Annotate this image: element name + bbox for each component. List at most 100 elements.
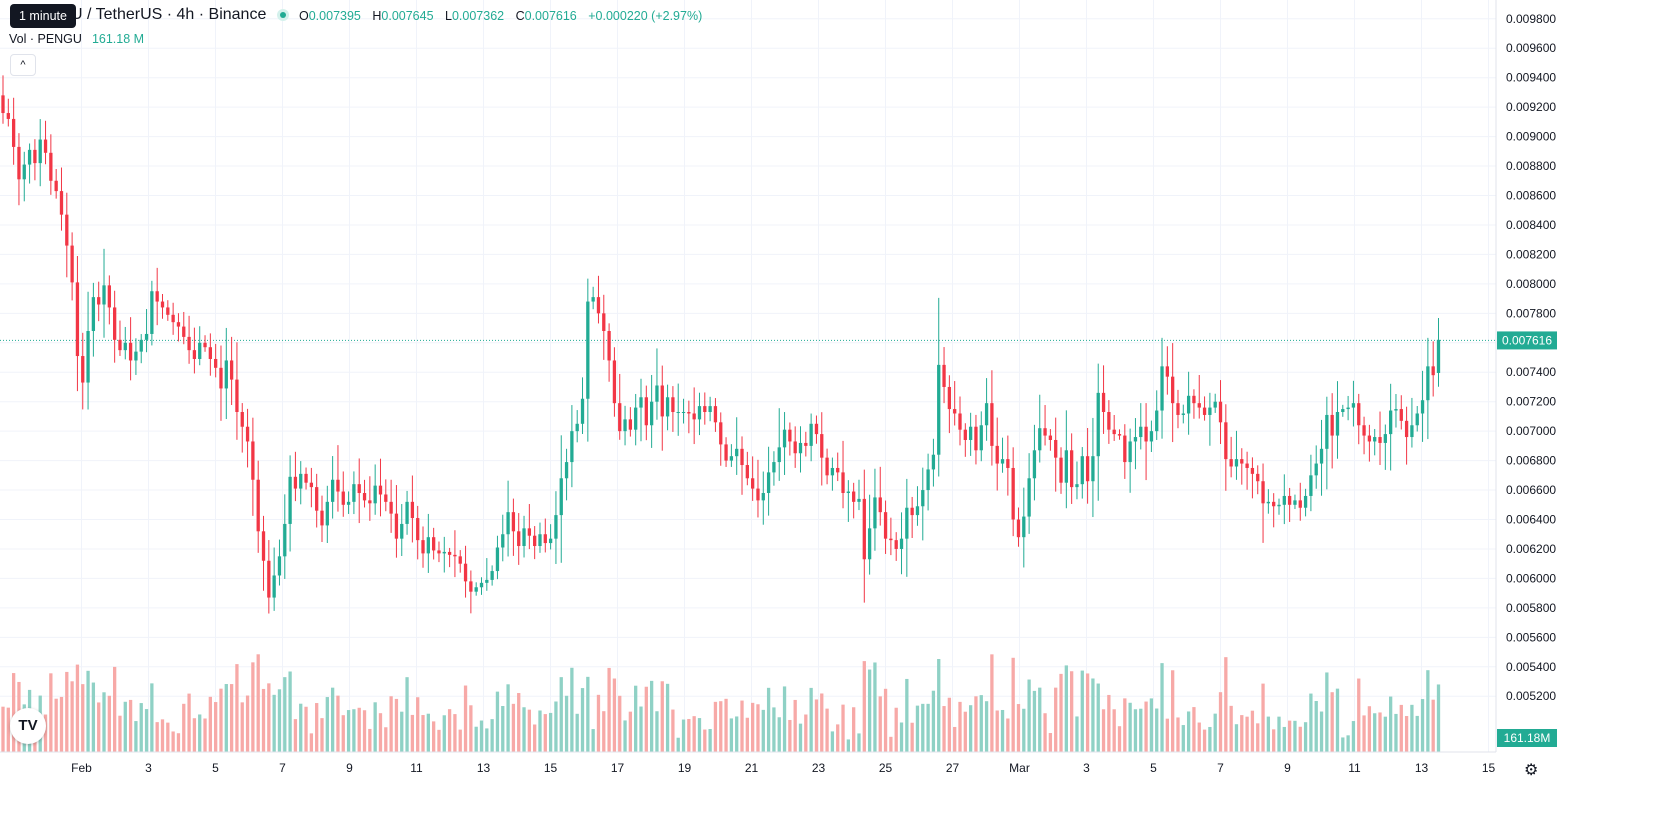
volume-bar <box>1181 725 1185 752</box>
collapse-legend-button[interactable]: ^ <box>10 54 36 76</box>
price-tick-label: 0.006200 <box>1506 542 1556 556</box>
volume-bar <box>1224 657 1228 752</box>
tradingview-logo-icon[interactable]: TV <box>10 708 46 744</box>
candle-body <box>1293 500 1297 505</box>
volume-bar <box>325 697 329 752</box>
volume-bar <box>814 699 819 752</box>
volume-bar <box>1064 665 1068 752</box>
volume-bar <box>1197 722 1201 752</box>
volume-bar <box>1426 670 1430 752</box>
candle-body <box>910 507 914 516</box>
volume-bar <box>134 721 138 752</box>
time-tick-label: 9 <box>346 761 353 775</box>
time-tick-label: 23 <box>812 761 826 775</box>
volume-bar <box>867 669 872 752</box>
volume-bar <box>336 695 340 752</box>
candle-body <box>288 476 292 524</box>
volume-bar <box>54 698 58 752</box>
time-tick-label: Feb <box>71 761 92 775</box>
volume-bar <box>1330 692 1334 752</box>
candle-body <box>825 457 829 476</box>
volume-bar <box>49 673 53 752</box>
volume-bar <box>235 664 239 752</box>
price-tick-label: 0.006600 <box>1506 483 1556 497</box>
volume-bar <box>208 696 212 752</box>
price-tick-label: 0.008800 <box>1506 159 1556 173</box>
candle-body <box>235 379 239 413</box>
volume-bar <box>442 715 446 752</box>
time-tick-label: 19 <box>678 761 692 775</box>
candle-body <box>192 350 197 359</box>
candle-body <box>1006 459 1010 468</box>
candle-body <box>27 149 32 165</box>
time-tick-label: 15 <box>1482 761 1496 775</box>
volume-bar <box>416 697 420 752</box>
volume-bar <box>921 703 925 752</box>
candle-body <box>841 472 845 494</box>
volume-bar <box>1213 713 1217 752</box>
candle-body <box>1410 425 1414 438</box>
time-axis[interactable]: Feb 3 5 7 9 11 13 15 17 19 21 23 25 27 Mar 3 5 7 9 11 13 15 <box>0 751 1496 775</box>
price-tick-label: 0.008600 <box>1506 189 1556 203</box>
volume-bar <box>1399 704 1403 752</box>
volume-bar <box>766 687 771 752</box>
symbol-title[interactable]: U / TetherUS · 4h · Binance <box>71 6 267 23</box>
candle-body <box>91 297 96 332</box>
candle-body <box>299 473 303 489</box>
volume-bar <box>1101 709 1106 752</box>
volume-bar <box>798 723 803 752</box>
candle-body <box>777 447 781 463</box>
volume-bar <box>968 705 973 752</box>
volume-bar <box>1123 698 1127 752</box>
volume-bar <box>1096 683 1100 752</box>
candle-body <box>655 385 659 402</box>
volume-bar <box>501 706 505 752</box>
candle-body <box>804 442 808 446</box>
candle-body <box>469 581 473 592</box>
volume-bar <box>958 701 962 752</box>
volume-bar <box>1128 702 1132 752</box>
candle-body <box>38 139 42 164</box>
last-volume-label: 161.18M <box>1504 731 1551 745</box>
volume-bar <box>740 700 744 752</box>
candle-body <box>336 479 340 492</box>
volume-bar <box>554 701 558 752</box>
candle-body <box>11 118 16 147</box>
volume-bar <box>1080 670 1084 752</box>
volume-bar <box>299 703 303 752</box>
candle-body <box>607 331 611 361</box>
candle-body <box>203 342 207 348</box>
candle-body <box>937 364 941 455</box>
volume-bar <box>623 720 627 752</box>
volume-bar <box>485 728 489 752</box>
candle-body <box>453 554 457 557</box>
volume-bar <box>761 709 765 752</box>
candle-body <box>1224 422 1228 460</box>
candle-body <box>293 476 298 489</box>
candle-body <box>602 313 606 332</box>
candle-body <box>1032 450 1037 479</box>
volume-bar <box>1287 720 1292 752</box>
volume-bar <box>1367 706 1372 752</box>
volume-bar <box>1266 716 1271 752</box>
candle-body <box>113 307 117 340</box>
time-tick-label: 3 <box>1083 761 1090 775</box>
volume-bar <box>607 667 611 752</box>
price-tick-label: 0.007400 <box>1506 365 1556 379</box>
candle-body <box>97 297 101 305</box>
volume-bar <box>644 686 648 752</box>
volume-bar <box>1144 701 1148 752</box>
price-axis[interactable]: 0.005200 0.005400 0.005600 0.005800 0.006000… <box>1495 0 1556 752</box>
volume-bar <box>1085 673 1090 752</box>
market-status-icon[interactable] <box>277 9 289 21</box>
volume-bar <box>931 690 936 752</box>
volume-bar <box>1054 687 1058 752</box>
candle-body <box>49 152 53 181</box>
volume-bar <box>410 714 415 752</box>
volume-bar <box>394 698 399 752</box>
gear-icon[interactable]: ⚙ <box>1524 762 1539 779</box>
candle-body <box>1054 439 1058 458</box>
volume-bar <box>729 718 734 752</box>
volume-bar <box>432 721 436 752</box>
